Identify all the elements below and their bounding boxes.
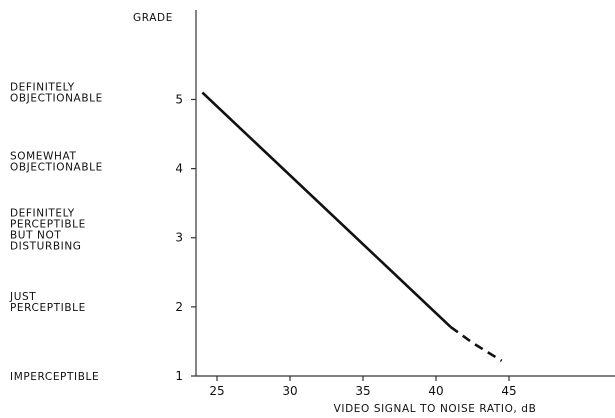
y-tick-label: 3	[175, 231, 183, 245]
series-group	[201, 91, 503, 362]
grade-description-line: IMPERCEPTIBLE	[10, 371, 99, 383]
grade-description-line: JUST	[9, 291, 36, 303]
grade-description-line: OBJECTIONABLE	[10, 92, 103, 104]
solid-data-line	[201, 91, 452, 328]
grade-description-line: PERCEPTIBLE	[10, 302, 86, 314]
x-tick-label: 25	[209, 384, 224, 398]
y-tick-label: 4	[175, 162, 183, 176]
x-tick-label: 35	[355, 384, 370, 398]
y-tick-label: 1	[175, 369, 183, 383]
y-tick-label: 5	[175, 92, 183, 106]
grade-description-line: DEFINITELY	[10, 208, 75, 220]
x-ticks: 25 30 35 40 45	[209, 376, 517, 398]
grade-description-line: PERCEPTIBLE	[10, 219, 86, 231]
grade-description-line: SOMEWHAT	[10, 151, 76, 163]
axes	[195, 10, 615, 377]
grade-description-line: DEFINITELY	[10, 81, 75, 93]
grade-description-1: IMPERCEPTIBLE	[10, 371, 99, 383]
x-tick-label: 30	[282, 384, 297, 398]
y-tick-label: 2	[175, 300, 183, 314]
grade-descriptions: DEFINITELYOBJECTIONABLESOMEWHATOBJECTION…	[9, 81, 103, 383]
grade-description-line: DISTURBING	[10, 241, 82, 253]
x-tick-label: 45	[501, 384, 516, 398]
dashed-extrapolation-line	[449, 325, 503, 362]
x-tick-label: 40	[428, 384, 443, 398]
x-axis-title: VIDEO SIGNAL TO NOISE RATIO, dB	[334, 403, 537, 415]
grade-description-line: OBJECTIONABLE	[10, 162, 103, 174]
y-ticks: 1 2 3 4 5	[175, 92, 196, 383]
grade-description-line: BUT NOT	[10, 230, 61, 242]
y-axis-title: GRADE	[133, 12, 173, 24]
